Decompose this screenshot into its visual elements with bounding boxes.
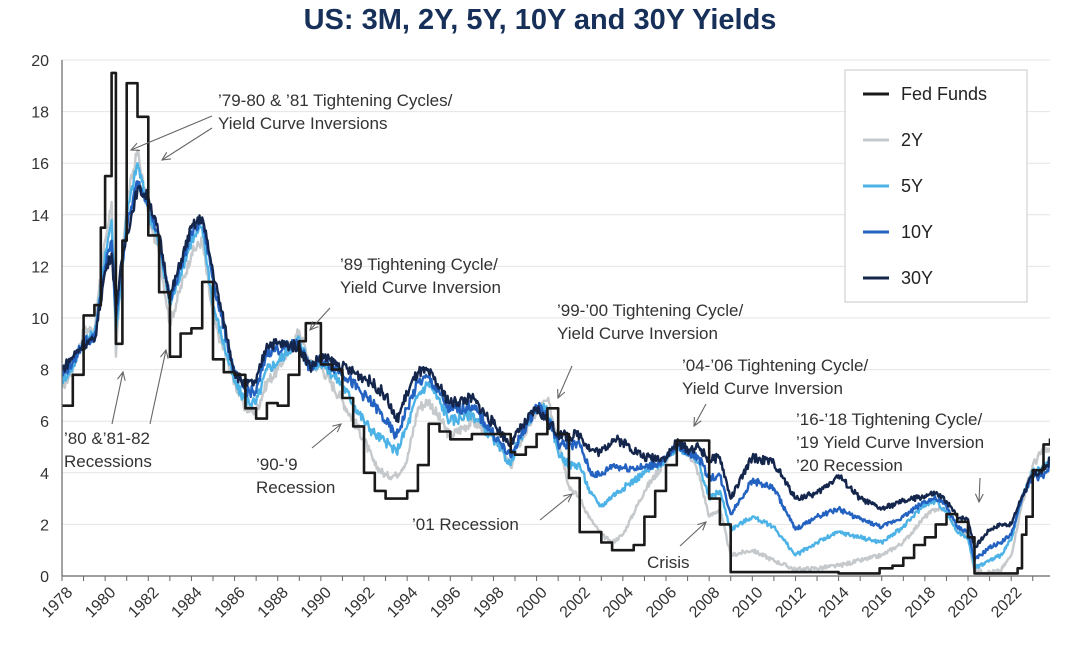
annotation-text: ’79-80 & ’81 Tightening Cycles/ bbox=[218, 91, 453, 110]
annotation-text: ’20 Recession bbox=[796, 456, 903, 475]
annotation-arrow bbox=[539, 493, 573, 521]
x-tick-label: 2012 bbox=[772, 584, 809, 621]
annotation-arrowhead bbox=[557, 388, 566, 400]
annotation-text: Yield Curve Inversions bbox=[218, 114, 387, 133]
annotation: ’79-80 & ’81 Tightening Cycles/Yield Cur… bbox=[129, 91, 453, 161]
x-tick-label: 1984 bbox=[168, 584, 205, 621]
legend-label: 2Y bbox=[901, 130, 923, 150]
annotation-arrow bbox=[130, 115, 213, 151]
x-tick-label: 2002 bbox=[557, 584, 594, 621]
x-tick-label: 2010 bbox=[729, 584, 766, 621]
legend-label: 30Y bbox=[901, 268, 933, 288]
annotation-arrowhead bbox=[974, 493, 984, 504]
x-tick-label: 2008 bbox=[686, 584, 723, 621]
y-tick-label: 20 bbox=[31, 53, 49, 70]
legend: Fed Funds 2Y 5Y 10Y 30Y bbox=[844, 69, 1028, 303]
annotation: ’80 &’81-82 Recessions bbox=[64, 348, 169, 471]
x-tick-label: 1980 bbox=[82, 584, 119, 621]
annotation-arrowhead bbox=[160, 152, 172, 161]
x-tick-label: 1998 bbox=[470, 584, 507, 621]
x-tick-label: 2020 bbox=[945, 584, 982, 621]
annotation-arrow bbox=[149, 349, 167, 425]
annotation-text: ’90-’9 bbox=[256, 455, 298, 474]
annotation-arrowhead bbox=[332, 423, 342, 433]
x-tick-label: 1988 bbox=[255, 584, 292, 621]
annotation-arrow bbox=[309, 307, 331, 331]
annotation-arrow bbox=[679, 521, 707, 547]
annotation-text: ’80 &’81-82 bbox=[64, 429, 150, 448]
legend-label: Fed Funds bbox=[901, 84, 987, 104]
legend-label: 10Y bbox=[901, 222, 933, 242]
annotation: ’01 Recession bbox=[412, 493, 573, 534]
annotation-arrow bbox=[311, 423, 342, 449]
y-tick-label: 6 bbox=[40, 414, 49, 431]
annotation-text: ’04-’06 Tightening Cycle/ bbox=[682, 356, 868, 375]
chart-title: US: 3M, 2Y, 5Y, 10Y and 30Y Yields bbox=[303, 4, 777, 36]
annotation-text: ’99-’00 Tightening Cycle/ bbox=[557, 301, 743, 320]
series-line-fed-funds bbox=[62, 71, 1050, 575]
x-tick-label: 1996 bbox=[427, 584, 464, 621]
y-tick-label: 14 bbox=[31, 208, 49, 225]
annotation-text: Recession bbox=[256, 478, 335, 497]
annotation: Crisis bbox=[647, 521, 707, 572]
annotation: ’04-’06 Tightening Cycle/Yield Curve Inv… bbox=[682, 356, 868, 428]
x-tick-label: 1994 bbox=[384, 584, 421, 621]
annotation-arrowhead bbox=[160, 348, 169, 359]
annotation-arrow bbox=[978, 477, 981, 503]
annotation-arrowhead bbox=[697, 521, 707, 531]
x-tick-label: 2006 bbox=[643, 584, 680, 621]
annotation-text: ’16-’18 Tightening Cycle/ bbox=[796, 410, 982, 429]
series-line-30y bbox=[62, 184, 1050, 549]
x-tick-label: 1982 bbox=[125, 584, 162, 621]
x-tick-label: 2004 bbox=[600, 584, 637, 621]
annotation-text: ’89 Tightening Cycle/ bbox=[340, 255, 498, 274]
x-tick-label: 2014 bbox=[816, 584, 853, 621]
annotation-arrowhead bbox=[309, 321, 319, 331]
annotation: ’90-’9 Recession bbox=[256, 423, 342, 497]
y-tick-label: 8 bbox=[40, 363, 49, 380]
x-tick-label: 1978 bbox=[39, 584, 76, 621]
series-line-5y bbox=[62, 162, 1050, 570]
y-tick-label: 4 bbox=[40, 466, 49, 483]
annotation-text: Yield Curve Inversion bbox=[557, 324, 718, 343]
annotation: ’89 Tightening Cycle/Yield Curve Inversi… bbox=[309, 255, 501, 331]
annotation-arrow bbox=[111, 371, 124, 425]
annotation-text: Yield Curve Inversion bbox=[682, 379, 843, 398]
x-tick-label: 2018 bbox=[902, 584, 939, 621]
annotation-arrow bbox=[693, 403, 707, 427]
x-tick-label: 2022 bbox=[988, 584, 1025, 621]
annotation-arrowhead bbox=[693, 416, 702, 428]
series-line-2y bbox=[62, 149, 1050, 576]
annotation-arrow bbox=[161, 127, 213, 161]
annotation-arrowhead bbox=[129, 142, 141, 152]
y-tick-label: 18 bbox=[31, 105, 49, 122]
y-tick-label: 10 bbox=[31, 311, 49, 328]
x-tick-label: 1990 bbox=[298, 584, 335, 621]
x-tick-label: 2000 bbox=[514, 584, 551, 621]
x-tick-label: 2016 bbox=[859, 584, 896, 621]
series-lines bbox=[62, 71, 1050, 576]
annotation-arrowhead bbox=[117, 370, 126, 381]
annotation-text: Yield Curve Inversion bbox=[340, 278, 501, 297]
annotation: ’16-’18 Tightening Cycle/ ’19 Yield Curve… bbox=[796, 410, 984, 504]
y-tick-label: 16 bbox=[31, 156, 49, 173]
annotation-text: ’01 Recession bbox=[412, 515, 519, 534]
annotations: ’79-80 & ’81 Tightening Cycles/Yield Cur… bbox=[64, 91, 984, 572]
y-tick-label: 2 bbox=[40, 517, 49, 534]
y-tick-label: 12 bbox=[31, 259, 49, 276]
x-tick-label: 1992 bbox=[341, 584, 378, 621]
legend-label: 5Y bbox=[901, 176, 923, 196]
annotation-arrowhead bbox=[563, 493, 573, 503]
annotation-text: Recessions bbox=[64, 452, 152, 471]
annotation-arrow bbox=[557, 365, 573, 399]
annotation: ’99-’00 Tightening Cycle/Yield Curve Inv… bbox=[557, 301, 743, 400]
annotation-text: Crisis bbox=[647, 553, 690, 572]
annotation-text: ’19 Yield Curve Inversion bbox=[796, 433, 984, 452]
x-tick-label: 1986 bbox=[212, 584, 249, 621]
y-tick-label: 0 bbox=[40, 569, 49, 586]
